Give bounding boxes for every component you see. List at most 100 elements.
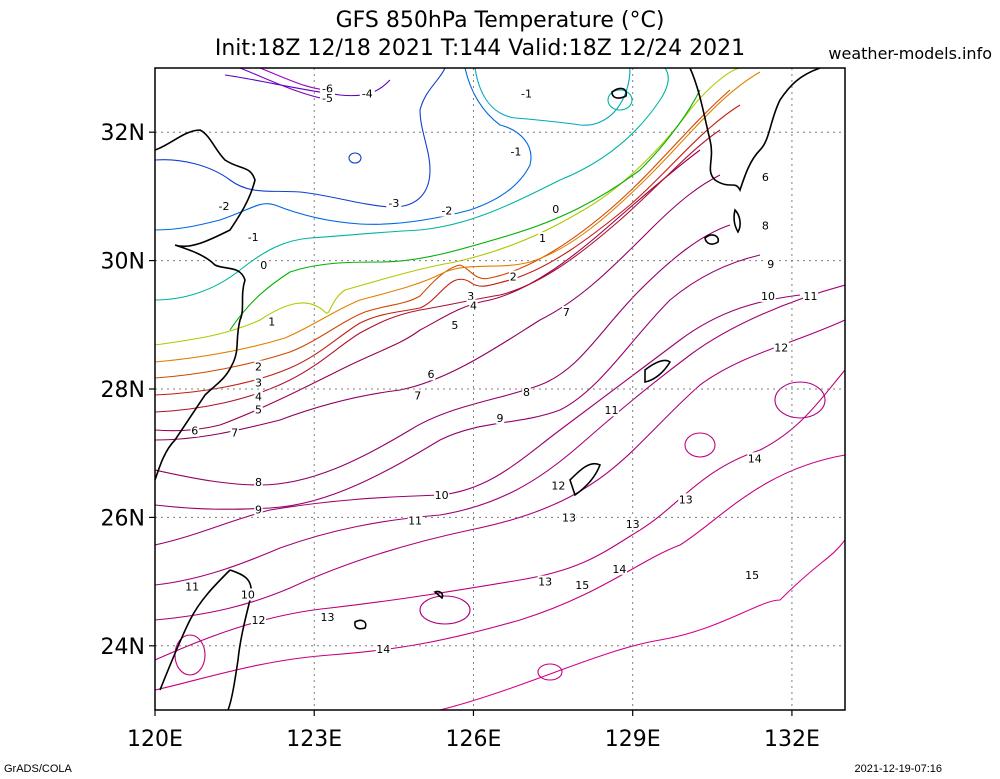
isotherm-label-text: 6 — [428, 368, 435, 381]
isotherm-label: 11 — [803, 289, 818, 303]
isotherm-label-text: 13 — [538, 576, 552, 589]
isotherm-label: 11 — [603, 404, 619, 417]
isotherm-label-bg — [254, 403, 263, 416]
isotherm-label-bg — [551, 203, 560, 216]
lat-lon-grid — [155, 68, 845, 710]
isotherm-label-text: -5 — [322, 92, 333, 105]
isotherm-label-bg — [773, 341, 789, 354]
isotherm-label-bg — [550, 479, 566, 492]
isotherm-label: -1 — [519, 87, 535, 101]
site-credit: weather-models.info — [828, 44, 992, 63]
isotherm-9 — [155, 254, 761, 510]
isotherm-label-bg — [320, 92, 335, 105]
isotherm-label-bg — [254, 476, 263, 489]
isotherm-label-text: 11 — [604, 404, 618, 417]
isotherm-label-bg — [803, 289, 818, 302]
lat-tick-label: 24N — [101, 635, 145, 660]
jeju-island — [611, 87, 628, 99]
isotherm-label: 2 — [509, 270, 518, 284]
isotherm-4 — [155, 104, 741, 396]
isotherm-label-text: 15 — [745, 569, 759, 582]
lat-tick-label: 28N — [101, 378, 145, 403]
isotherm-label-text: 10 — [761, 290, 775, 303]
isotherm-label-text: -1 — [248, 231, 259, 244]
isotherm-label-bg — [254, 503, 263, 516]
isotherm-label-text: 2 — [255, 361, 262, 374]
isotherm-label-text: 13 — [679, 493, 693, 506]
isotherm-label-text: -2 — [441, 205, 452, 218]
isotherm-label: 12 — [773, 341, 789, 354]
isotherm-label-bg — [538, 232, 547, 245]
isotherm-label-bg — [537, 575, 553, 588]
axis-ticks — [149, 131, 793, 716]
ishigaki-island — [354, 619, 367, 630]
isotherm-label-text: 12 — [551, 479, 565, 492]
isotherm-label: 13 — [561, 511, 577, 524]
isotherm-label: -1 — [245, 230, 261, 244]
isotherm-label: -2 — [439, 204, 455, 218]
isotherm-label-bg — [320, 82, 335, 95]
isotherm-label-text: 10 — [241, 588, 255, 601]
isotherm-12 — [155, 319, 845, 621]
isotherm-label-text: 7 — [231, 427, 238, 440]
isotherm-label-bg — [747, 452, 763, 465]
isotherm-label-bg — [426, 368, 436, 381]
isotherm-6 — [155, 149, 701, 432]
isotherm-label: 9 — [254, 504, 263, 517]
isotherm-label-text: 11 — [804, 290, 818, 303]
isotherm-label-text: 1 — [539, 232, 546, 245]
map-title: GFS 850hPa Temperature (°C) — [335, 8, 665, 33]
isotherm-label-bg — [761, 171, 770, 184]
isotherm-label-bg — [320, 610, 335, 623]
isotherm-14 — [155, 454, 845, 691]
isotherm-label-text: 6 — [762, 171, 769, 184]
isotherm-label-bg — [259, 259, 269, 272]
isotherm-label-text: 0 — [552, 203, 559, 216]
isotherm-label: 10 — [434, 488, 450, 502]
isotherm-minus5 — [239, 68, 331, 101]
isotherm-label: 2 — [254, 360, 263, 374]
isotherm-label-text: 5 — [451, 319, 458, 332]
isotherm-label-bg — [561, 511, 577, 524]
isotherm-lines — [155, 68, 845, 710]
isotherm-label-text: 0 — [260, 259, 267, 272]
isotherm-label-text: 7 — [414, 389, 421, 402]
isotherm-15 — [439, 539, 845, 710]
isotherm-label: 9 — [495, 411, 505, 425]
coastlines — [155, 68, 821, 710]
isotherm-label-bg — [254, 360, 263, 373]
isotherm-1 — [155, 68, 741, 346]
isotherm-label-bg — [744, 569, 760, 582]
isotherm-label: 14 — [375, 643, 391, 656]
isotherm-label: 13 — [320, 610, 335, 624]
isotherm-label: 4 — [254, 390, 263, 404]
isotherm-label: 6 — [761, 171, 770, 184]
okinawa-island — [569, 462, 602, 497]
isotherm-label: -1 — [508, 145, 524, 158]
isotherm-label: 9 — [766, 257, 775, 271]
isotherm-label-bg — [407, 514, 423, 527]
isotherm-label-bg — [508, 145, 524, 158]
longitude-labels: 120E 123E 126E 129E 132E — [127, 727, 820, 752]
isotherm-13 — [155, 369, 845, 661]
isotherm-label-bg — [519, 87, 535, 100]
taiwan-coast — [159, 569, 252, 710]
isotherm-label-bg — [509, 270, 518, 283]
isotherm-label-bg — [413, 389, 422, 402]
isotherm-label-text: 13 — [562, 511, 576, 524]
isotherm-label: 14 — [611, 562, 627, 576]
isotherm-label: 4 — [469, 299, 478, 313]
footer-software: GrADS/COLA — [4, 763, 72, 775]
isotherm-5 — [155, 129, 721, 413]
isotherm-label-text: 14 — [612, 563, 626, 576]
tanegashima-island — [733, 208, 741, 234]
isotherm-label-text: -1 — [510, 145, 521, 158]
isotherm-label: 6 — [426, 368, 436, 381]
isotherm-minus2 — [155, 68, 532, 231]
isotherm-minus1-b — [474, 68, 631, 126]
isotherm-label-bg — [434, 488, 450, 501]
lon-tick-label: 123E — [286, 727, 342, 752]
isotherm-label-text: 3 — [467, 290, 474, 303]
isotherm-label: 0 — [259, 259, 269, 272]
isotherm-label-bg — [254, 390, 263, 403]
